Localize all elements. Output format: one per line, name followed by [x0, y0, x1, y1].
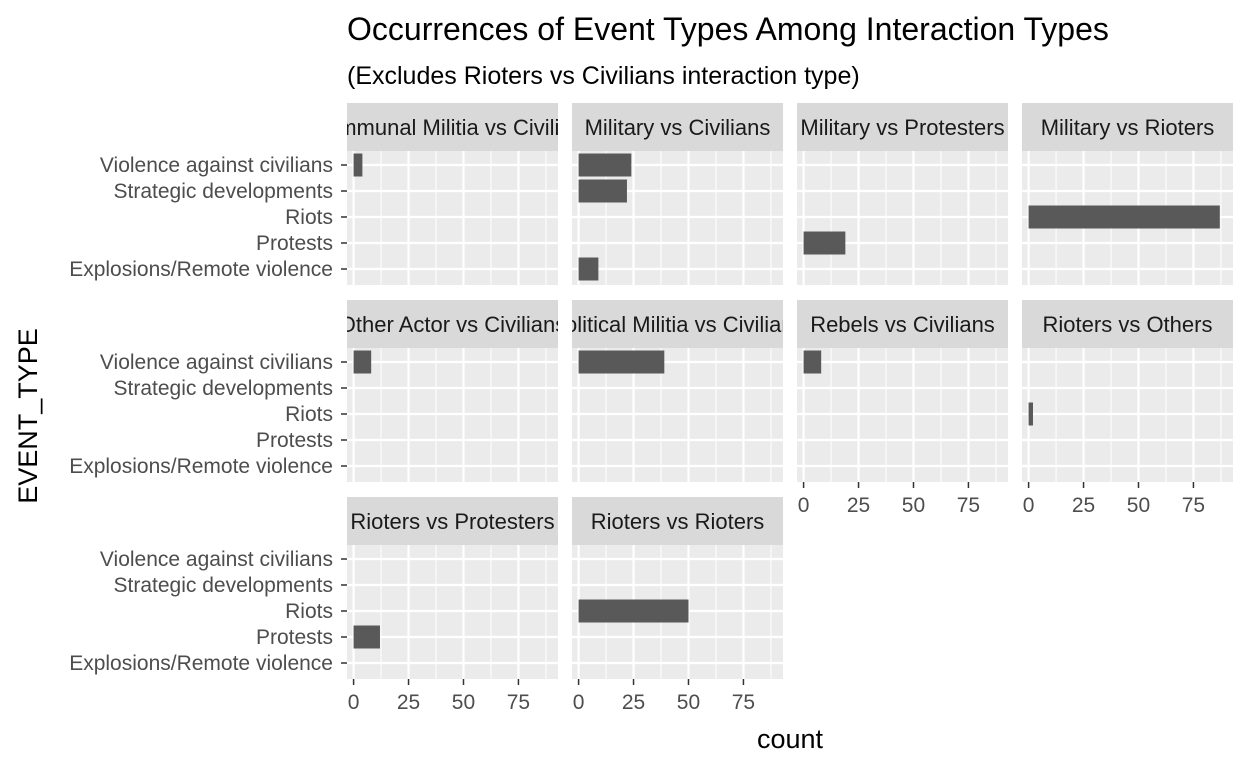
x-tick-label: 75	[1182, 494, 1205, 517]
facet-strip	[797, 103, 1008, 151]
x-tick-label: 0	[1023, 494, 1035, 517]
chart-subtitle: (Excludes Rioters vs Civilians interacti…	[347, 62, 860, 90]
bar	[578, 599, 689, 623]
facet-strip-label: Rebels vs Civilians	[810, 312, 995, 337]
bar	[578, 257, 599, 281]
bar	[1028, 205, 1220, 229]
facet-strip-label: Rioters vs Protesters	[350, 509, 554, 534]
y-tick-label: Riots	[285, 403, 333, 426]
facet-strip-label: Communal Militia vs Civilians	[310, 115, 595, 140]
facet-strip-label: Military vs Rioters	[1041, 115, 1215, 140]
facet-strip	[572, 300, 783, 348]
facet-panel: Rioters vs Protesters Violence against ci…	[69, 497, 558, 714]
x-tick-label: 0	[798, 494, 810, 517]
facet-strip	[347, 103, 558, 151]
chart-title: Occurrences of Event Types Among Interac…	[347, 11, 1109, 47]
x-tick-label: 75	[957, 494, 980, 517]
facet-panel: Rebels vs Civilians 0 25 50 75	[797, 300, 1008, 517]
facet-panel: Communal Militia vs Civilians Violence ag…	[69, 103, 595, 285]
facet-panel: Military vs Rioters	[1022, 103, 1233, 285]
y-tick-label: Strategic developments	[114, 377, 333, 400]
x-tick-label: 0	[348, 691, 360, 714]
bar	[578, 153, 632, 177]
y-tick-label: Explosions/Remote violence	[69, 652, 333, 675]
y-tick-label: Protests	[256, 429, 333, 452]
y-tick-label: Protests	[256, 232, 333, 255]
x-tick-label: 50	[902, 494, 925, 517]
y-axis-title: EVENT_TYPE	[13, 328, 43, 504]
y-tick-label: Riots	[285, 206, 333, 229]
y-tick-label: Explosions/Remote violence	[69, 455, 333, 478]
y-tick-label: Violence against civilians	[100, 351, 333, 374]
facet-strip	[1022, 103, 1233, 151]
y-tick-label: Strategic developments	[114, 180, 333, 203]
facet-panel: Rioters vs Rioters 0 25 50 75	[572, 497, 783, 714]
bar	[353, 153, 363, 177]
x-tick-label: 50	[1127, 494, 1150, 517]
bar	[353, 625, 380, 649]
x-tick-label: 75	[507, 691, 530, 714]
facet-panel: Political Militia vs Civilians	[550, 300, 804, 482]
x-tick-label: 50	[452, 691, 475, 714]
y-tick-label: Strategic developments	[114, 574, 333, 597]
x-tick-label: 25	[1072, 494, 1095, 517]
facet-strip	[347, 497, 558, 545]
facet-strip	[572, 497, 783, 545]
x-axis-title: count	[757, 724, 824, 754]
facet-panel: Rioters vs Others 0 25 50 75	[1022, 300, 1233, 517]
y-tick-label: Protests	[256, 626, 333, 649]
facet-strip	[347, 300, 558, 348]
bar	[353, 350, 372, 374]
facet-strip-label: Rioters vs Others	[1043, 312, 1213, 337]
bar	[578, 350, 665, 374]
x-tick-label: 0	[573, 691, 585, 714]
x-tick-label: 25	[397, 691, 420, 714]
facet-panel: Military vs Civilians	[572, 103, 783, 285]
facet-panels: Communal Militia vs Civilians Violence ag…	[69, 103, 1233, 714]
facet-strip-label: Rioters vs Rioters	[591, 509, 765, 534]
bar	[1028, 402, 1033, 426]
y-tick-label: Riots	[285, 600, 333, 623]
facet-strip	[797, 300, 1008, 348]
x-tick-label: 25	[847, 494, 870, 517]
facet-panel: Other Actor vs Civilians Violence against…	[69, 300, 566, 482]
y-tick-label: Violence against civilians	[100, 548, 333, 571]
facet-strip-label: Political Militia vs Civilians	[550, 312, 804, 337]
bar	[803, 350, 822, 374]
facet-strip-label: Other Actor vs Civilians	[339, 312, 566, 337]
facet-strip	[1022, 300, 1233, 348]
y-tick-label: Explosions/Remote violence	[69, 258, 333, 281]
x-tick-label: 25	[622, 691, 645, 714]
bar	[578, 179, 627, 203]
facet-panel: Military vs Protesters	[797, 103, 1008, 285]
facet-strip	[572, 103, 783, 151]
bar	[803, 231, 846, 255]
y-tick-label: Violence against civilians	[100, 154, 333, 177]
x-tick-label: 75	[732, 691, 755, 714]
x-tick-label: 50	[677, 691, 700, 714]
facet-strip-label: Military vs Protesters	[800, 115, 1004, 140]
facet-strip-label: Military vs Civilians	[585, 115, 771, 140]
